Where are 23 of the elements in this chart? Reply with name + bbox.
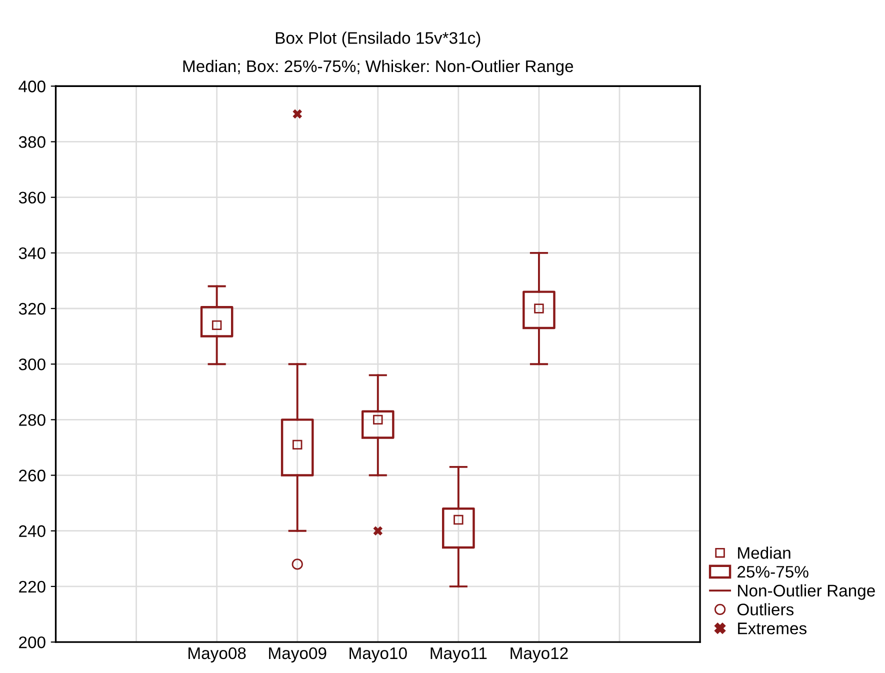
text: Median xyxy=(738,546,790,559)
y-tick-label: 200 xyxy=(19,636,46,648)
legend-label: Extremes xyxy=(738,622,806,634)
y-tick-label: 240 xyxy=(19,525,46,538)
y-tick-label: 380 xyxy=(18,136,46,148)
x-tick-label: Mayo11 xyxy=(430,648,487,662)
chart-subtitle: Median; Box: 25%-75%; Whisker: Non-Outlier Range xyxy=(183,60,574,76)
x-tick-label: Mayo10 xyxy=(350,647,407,662)
y-tick-label: 340 xyxy=(18,247,46,260)
y-tick-label: 400 xyxy=(18,80,46,92)
y-tick-label: 300 xyxy=(18,358,46,370)
text: Outliers xyxy=(737,603,794,616)
y-tick-label: 260 xyxy=(19,470,46,482)
x-tick-label: Mayo09 xyxy=(269,647,326,662)
y-tick-label: 280 xyxy=(19,414,46,426)
text: 25%-75% xyxy=(738,566,808,578)
y-tick-label: 220 xyxy=(19,580,46,593)
y-tick-label: 320 xyxy=(18,302,46,315)
x-tick-label: Mayo08 xyxy=(188,647,246,662)
chart-title: Box Plot (Ensilado 15v*31c) xyxy=(276,32,480,48)
x-tick-label: Mayo12 xyxy=(510,647,568,662)
text: Non-Outlier Range xyxy=(738,584,875,600)
y-tick-label: 360 xyxy=(18,192,46,204)
